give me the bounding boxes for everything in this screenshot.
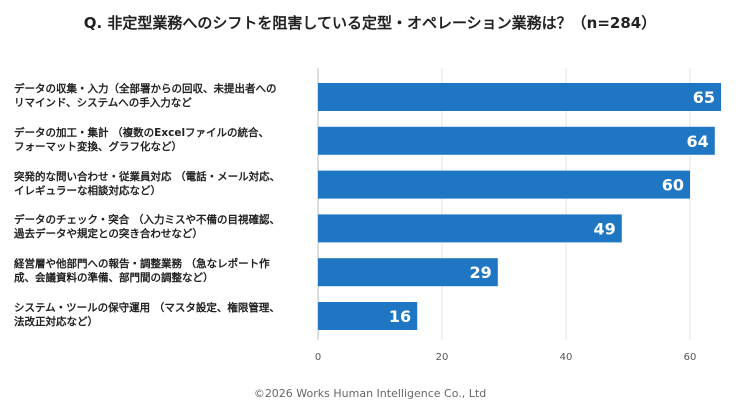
x-tick-label: 0 [315,352,321,363]
category-label-line: データの加工・集計 （複数のExcelファイルの統合、 [14,126,270,139]
bar [318,83,721,111]
category-label-line: 過去データや規定との突き合わせなど） [14,228,203,241]
category-label-line: データの収集・入力（全部署からの回収、未提出者への [14,83,277,95]
category-label: データの加工・集計 （複数のExcelファイルの統合、 フォーマット変換、グラフ化… [14,126,314,154]
x-tick-label: 20 [436,352,449,363]
category-label-line: 成、会議資料の準備、部門間の調整など） [14,272,214,285]
category-label-line: データのチェック・突合 （入力ミスや不備の目視確認、 [14,214,280,227]
bar [318,170,690,199]
copyright: ©2026 Works Human Intelligence Co., Ltd [253,387,487,400]
category-label-line: システム・ツールの保守運用 （マスタ設定、権限管理、 [14,302,280,314]
bar [318,126,715,155]
data-label: 16 [389,307,411,326]
category-label: データのチェック・突合 （入力ミスや不備の目視確認、 過去データや規定との突き合わ… [14,213,314,241]
data-label: 29 [470,263,492,282]
category-label-line: フォーマット変換、グラフ化など） [14,140,182,153]
category-label: システム・ツールの保守運用 （マスタ設定、権限管理、 法改正対応など） [14,301,314,329]
x-tick-label: 60 [684,352,697,363]
category-label: 突発的な問い合わせ・従業員対応 （電話・メール対応、 イレギュラーな相談対応など） [14,170,314,198]
category-label-line: リマインド、システムへの手入力など [14,97,192,109]
category-label: 経営層や他部門への報告・調整業務 （急なレポート作 成、会議資料の準備、部門間の調… [14,257,314,285]
category-label-line: 法改正対応など） [14,316,98,328]
x-tick-label: 40 [560,352,573,363]
category-label-line: イレギュラーな相談対応など） [14,184,161,197]
category-label-line: 経営層や他部門への報告・調整業務 （急なレポート作 [14,258,270,271]
data-label: 64 [687,132,709,151]
bar [318,214,622,243]
data-label: 60 [662,176,684,195]
data-label: 65 [693,88,715,107]
category-label: データの収集・入力（全部署からの回収、未提出者への リマインド、システムへの手入力… [14,82,314,110]
category-label-line: 突発的な問い合わせ・従業員対応 （電話・メール対応、 [14,170,281,183]
chart-title: Q. 非定型業務へのシフトを阻害している定型・オペレーション業務は？（n=284… [83,14,657,32]
bar [318,258,498,287]
bar [318,302,418,330]
data-label: 49 [594,219,616,238]
